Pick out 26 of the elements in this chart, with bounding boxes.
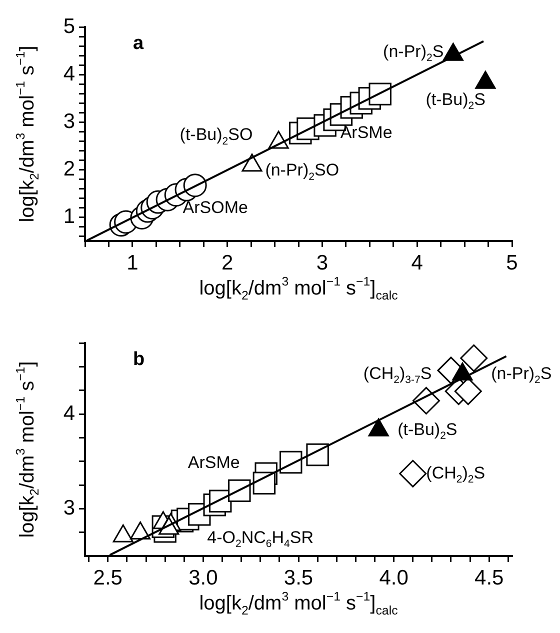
annotation: ArSOMe — [182, 198, 248, 217]
x-tick-label: 3 — [316, 251, 328, 274]
y-tick-label: 3 — [63, 496, 75, 520]
x-tick-label: 2 — [221, 251, 234, 274]
chart-title: b — [133, 349, 145, 370]
y-tick-label: 5 — [63, 14, 75, 38]
text: log[k2/dm3 mol−1 s−1] — [13, 46, 42, 222]
annotation: ArSMe — [188, 452, 240, 472]
x-tick-label: 4.0 — [379, 566, 408, 590]
x-tick-label: 3.0 — [188, 566, 218, 590]
x-tick-label: 3.5 — [284, 566, 314, 590]
y-tick-label: 4 — [63, 402, 76, 425]
y-tick-label: 3 — [63, 110, 75, 133]
x-tick-label: 4.5 — [474, 566, 504, 590]
y-tick-label: 2 — [63, 157, 75, 180]
x-tick-label: 4 — [411, 251, 424, 274]
x-tick-label: 2.5 — [93, 566, 122, 590]
chart-title: a — [133, 33, 144, 54]
point — [460, 344, 488, 372]
point — [399, 460, 427, 488]
x-tick-label: 1 — [126, 251, 138, 274]
y-tick-label: 4 — [63, 62, 76, 86]
x-tick-label: 5 — [506, 251, 518, 274]
annotation: ArSMe — [340, 122, 392, 142]
y-tick-label: 1 — [63, 205, 75, 228]
text: log[k2/dm3 mol−1 s−1] — [13, 361, 42, 538]
